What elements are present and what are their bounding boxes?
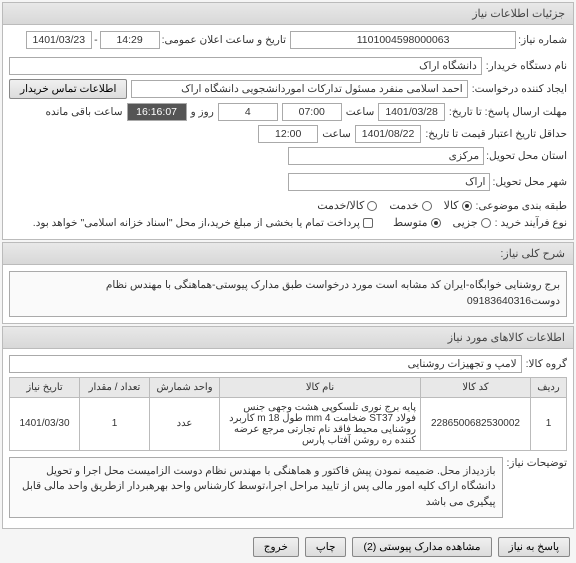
checkbox-icon [363,218,373,228]
class-goods-service-radio[interactable]: کالا/خدمت [317,199,377,212]
days-value: 4 [218,103,278,121]
reply-date: 1401/03/28 [378,103,445,121]
goods-info-panel: اطلاعات کالاهای مورد نیاز گروه کالا: لام… [2,326,574,529]
table-row[interactable]: 1 2286500682530002 پایه برج نوری تلسکوپی… [10,397,567,450]
col-date: تاریخ نیاز [10,377,80,397]
radio-icon [462,201,472,211]
reply-deadline-label: مهلت ارسال پاسخ: تا تاریخ: [449,106,567,118]
announce-time: 14:29 [100,31,160,49]
credit-time-label: ساعت [322,128,351,140]
class-goods-label: کالا [444,199,459,212]
cell-date: 1401/03/30 [10,397,80,450]
province-value: مرکزی [288,147,484,165]
table-header-row: ردیف کد کالا نام کالا واحد شمارش تعداد /… [10,377,567,397]
reply-time: 07:00 [282,103,342,121]
need-summary-panel: شرح کلی نیاز: برج روشنایی خوابگاه-ایران … [2,242,574,324]
print-button[interactable]: چاپ [305,537,347,557]
extra-label: توضیحات نیاز: [507,457,568,469]
class-radio-group: کالا خدمت کالا/خدمت [317,199,471,212]
radio-icon [422,201,432,211]
province-label: استان محل تحویل: [486,150,567,162]
buyer-value: دانشگاه اراک [9,57,482,75]
pay-note-text: پرداخت تمام یا بخشی از مبلغ خرید،از محل … [33,217,360,229]
reply-time-label: ساعت [346,106,375,118]
class-goods-radio[interactable]: کالا [444,199,472,212]
requester-value: احمد اسلامی منفرد مسئول تدارکات اموردانش… [131,80,467,98]
pay-note-check[interactable]: پرداخت تمام یا بخشی از مبلغ خرید،از محل … [33,217,373,229]
group-label: گروه کالا: [526,358,567,370]
buy-mid-radio[interactable]: متوسط [393,216,441,229]
panel2-title: شرح کلی نیاز: [3,243,573,265]
col-qty: تعداد / مقدار [80,377,150,397]
buy-radio-group: جزیی متوسط [393,216,491,229]
radio-icon [431,218,441,228]
panel3-title: اطلاعات کالاهای مورد نیاز [3,327,573,349]
days-label: روز و [191,106,214,118]
cell-row: 1 [531,397,567,450]
attachments-button[interactable]: مشاهده مدارک پیوستی (2) [352,537,491,557]
announce-date: 1401/03/23 [26,31,93,49]
class-gs-label: کالا/خدمت [317,199,364,212]
need-no-label: شماره نیاز: [518,34,567,46]
buy-low-label: جزیی [453,216,478,229]
class-service-radio[interactable]: خدمت [389,199,431,212]
buy-mid-label: متوسط [393,216,428,229]
buy-process-label: نوع فرآیند خرید : [495,217,567,229]
goods-table: ردیف کد کالا نام کالا واحد شمارش تعداد /… [9,377,567,451]
city-value: اراک [288,173,490,191]
radio-icon [367,201,377,211]
cell-code: 2286500682530002 [421,397,531,450]
cell-qty: 1 [80,397,150,450]
extra-text: بازدیداز محل. ضمیمه نمودن پیش فاکتور و ه… [9,457,503,518]
col-code: کد کالا [421,377,531,397]
col-row: ردیف [531,377,567,397]
announce-label: تاریخ و ساعت اعلان عمومی: [162,34,286,46]
need-summary-text: برج روشنایی خوابگاه-ایران کد مشابه است م… [9,271,567,317]
col-unit: واحد شمارش [150,377,220,397]
reply-button[interactable]: پاسخ به نیاز [498,537,570,557]
radio-icon [481,218,491,228]
buy-low-radio[interactable]: جزیی [453,216,491,229]
need-no-value: 1101004598000063 [290,31,516,49]
close-button[interactable]: خروج [253,537,299,557]
credit-time: 12:00 [258,125,318,143]
cell-unit: عدد [150,397,220,450]
col-name: نام کالا [220,377,421,397]
remain-label: ساعت باقی مانده [46,106,123,118]
class-service-label: خدمت [389,199,418,212]
need-details-panel: جزئیات اطلاعات نیاز شماره نیاز: 11010045… [2,2,574,240]
requester-label: ایجاد کننده درخواست: [472,83,567,95]
footer-buttons: پاسخ به نیاز مشاهده مدارک پیوستی (2) چاپ… [0,531,576,563]
cell-name: پایه برج نوری تلسکوپی هشت وجهی جنس فولاد… [220,397,421,450]
class-label: طبقه بندی موضوعی: [476,200,567,212]
buyer-label: نام دستگاه خریدار: [486,60,567,72]
group-value: لامپ و تجهیزات روشنایی [9,355,522,373]
credit-label: حداقل تاریخ اعتبار قیمت تا تاریخ: [425,128,567,140]
city-label: شهر محل تحویل: [492,176,567,188]
announce-sep: - [94,34,98,46]
contact-buyer-button[interactable]: اطلاعات تماس خریدار [9,79,127,99]
panel1-title: جزئیات اطلاعات نیاز [3,3,573,25]
credit-date: 1401/08/22 [355,125,422,143]
countdown-value: 16:16:07 [127,103,187,121]
